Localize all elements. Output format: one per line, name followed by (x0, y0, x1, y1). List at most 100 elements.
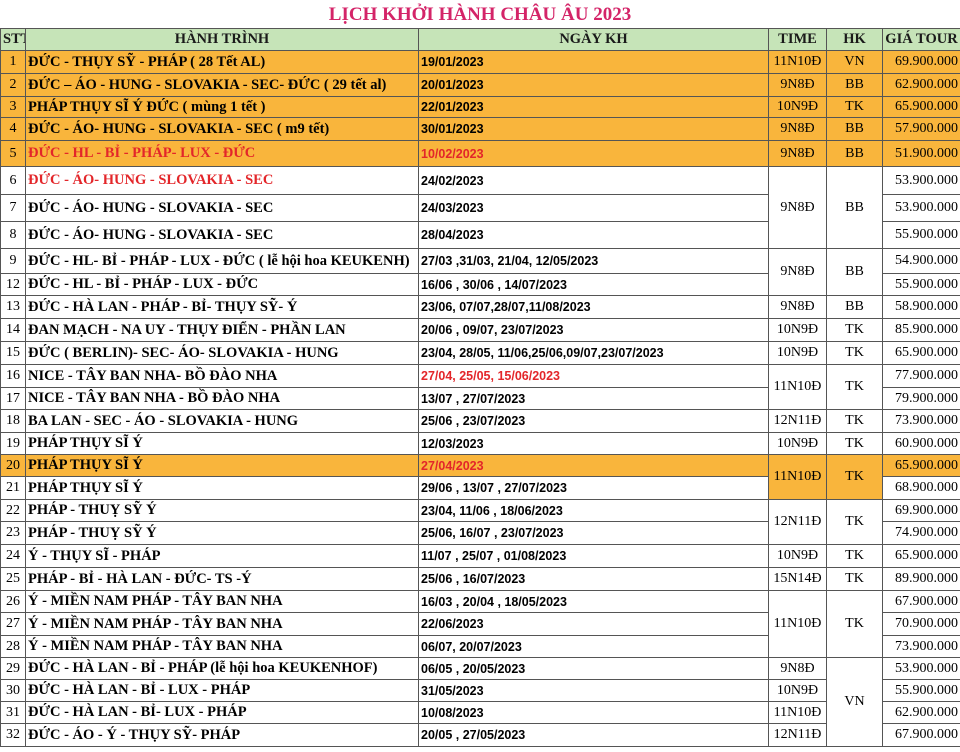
cell-time: 9N8Đ (768, 657, 827, 680)
cell-hk: TK (826, 544, 883, 568)
cell-stt: 25 (0, 567, 26, 591)
cell-date: 31/05/2023 (418, 679, 769, 702)
table-row: 21 PHÁP THỤY SĨ Ý 29/06 , 13/07 , 27/07/20… (0, 476, 960, 500)
cell-date: 13/07 , 27/07/2023 (418, 387, 769, 410)
cell-hk: BB (826, 117, 883, 141)
cell-route: PHÁP - THUỴ SỸ Ý (25, 499, 419, 522)
cell-time: 11N10Đ (768, 50, 827, 74)
cell-stt: 22 (0, 499, 26, 522)
cell-price: 69.900.000 (882, 499, 960, 522)
cell-date: 29/06 , 13/07 , 27/07/2023 (418, 476, 769, 500)
cell-date: 24/03/2023 (418, 194, 769, 222)
table-row: 9 ĐỨC - HL- BỈ - PHÁP - LUX - ĐỨC ( lễ hộ… (0, 248, 960, 296)
cell-date: 27/03 ,31/03, 21/04, 12/05/2023 (418, 248, 769, 274)
cell-stt: 9 (0, 248, 26, 274)
cell-time: 11N10Đ (768, 590, 827, 658)
table-row: 14 ĐAN MẠCH - NA UY - THỤY ĐIỂN - PHẦN LA… (0, 318, 960, 342)
cell-stt: 31 (0, 701, 26, 724)
cell-route: ĐỨC - HL - BỈ - PHÁP- LUX - ĐỨC (25, 140, 419, 167)
cell-price: 65.900.000 (882, 96, 960, 118)
cell-date: 27/04, 25/05, 15/06/2023 (418, 364, 769, 388)
cell-stt: 30 (0, 679, 26, 702)
cell-price: 53.900.000 (882, 194, 960, 222)
column-header: HK (826, 28, 883, 51)
table-row: 29 ĐỨC - HÀ LAN - BỈ - PHÁP (lễ hội hoa K… (0, 657, 960, 747)
table-row: 8 ĐỨC - ÁO- HUNG - SLOVAKIA - SEC 28/04/20… (0, 221, 960, 249)
cell-time: 9N8Đ (768, 166, 827, 249)
cell-stt: 24 (0, 544, 26, 568)
cell-date: 23/06, 07/07,28/07,11/08/2023 (418, 295, 769, 319)
table-row: 22 PHÁP - THUỴ SỸ Ý 23/04, 11/06 , 18/06/2… (0, 499, 960, 545)
cell-date: 20/05 , 27/05/2023 (418, 723, 769, 747)
cell-route: ĐỨC – ÁO - HUNG - SLOVAKIA - SEC- ĐỨC ( … (25, 73, 419, 97)
cell-route: ĐỨC - ÁO- HUNG - SLOVAKIA - SEC (25, 194, 419, 222)
cell-hk: BB (826, 295, 883, 319)
cell-date: 16/06 , 30/06 , 14/07/2023 (418, 273, 769, 296)
table-row: 31 ĐỨC - HÀ LAN - BỈ- LUX - PHÁP 10/08/202… (0, 701, 960, 724)
cell-route: PHÁP THỤY SĨ Ý ĐỨC ( mùng 1 tết ) (25, 96, 419, 118)
table-row: 20 PHÁP THỤY SĨ Ý 27/04/2023 11N10Đ TK 65.900… (0, 454, 960, 500)
cell-time: 12N11Đ (768, 499, 827, 545)
cell-date: 12/03/2023 (418, 432, 769, 455)
cell-price: 65.900.000 (882, 544, 960, 568)
table-row: 1 ĐỨC - THỤY SỸ - PHÁP ( 28 Tết AL) 19/01/… (0, 50, 960, 74)
cell-hk: TK (826, 432, 883, 455)
table-row: 5 ĐỨC - HL - BỈ - PHÁP- LUX - ĐỨC 10/02/20… (0, 140, 960, 167)
cell-stt: 8 (0, 221, 26, 249)
cell-price: 67.900.000 (882, 723, 960, 747)
cell-date: 20/01/2023 (418, 73, 769, 97)
cell-price: 53.900.000 (882, 166, 960, 195)
cell-date: 06/05 , 20/05/2023 (418, 657, 769, 680)
table-row: 24 Ý - THỤY SĨ - PHÁP 11/07 , 25/07 , 01/0… (0, 544, 960, 568)
cell-stt: 14 (0, 318, 26, 342)
table-row: 3 PHÁP THỤY SĨ Ý ĐỨC ( mùng 1 tết ) 22/01/… (0, 96, 960, 118)
table-row: 4 ĐỨC - ÁO- HUNG - SLOVAKIA - SEC ( m9 tế… (0, 117, 960, 141)
cell-date: 25/06 , 16/07/2023 (418, 567, 769, 591)
cell-route: Ý - MIỀN NAM PHÁP - TÂY BAN NHA (25, 635, 419, 658)
cell-stt: 12 (0, 273, 26, 296)
cell-price: 62.900.000 (882, 701, 960, 724)
cell-route: ĐỨC - ÁO- HUNG - SLOVAKIA - SEC (25, 221, 419, 249)
cell-route: ĐỨC - HÀ LAN - BỈ - LUX - PHÁP (25, 679, 419, 702)
column-header: HÀNH TRÌNH (25, 28, 419, 51)
cell-date: 22/06/2023 (418, 612, 769, 636)
cell-price: 65.900.000 (882, 454, 960, 477)
cell-stt: 19 (0, 432, 26, 455)
cell-price: 70.900.000 (882, 612, 960, 636)
cell-time: 11N10Đ (768, 364, 827, 410)
cell-route: PHÁP THỤY SĨ Ý (25, 476, 419, 500)
cell-date: 19/01/2023 (418, 50, 769, 74)
cell-hk: TK (826, 499, 883, 545)
column-header: TIME (768, 28, 827, 51)
table-row: 16 NICE - TÂY BAN NHA- BỒ ĐÀO NHA 27/04, 2… (0, 364, 960, 410)
cell-date: 25/06, 16/07 , 23/07/2023 (418, 521, 769, 545)
cell-time: 9N8Đ (768, 140, 827, 167)
cell-date: 28/04/2023 (418, 221, 769, 249)
cell-hk: BB (826, 73, 883, 97)
cell-stt: 2 (0, 73, 26, 97)
cell-hk: VN (826, 50, 883, 74)
cell-time: 12N11Đ (768, 723, 827, 747)
cell-time: 10N9Đ (768, 318, 827, 342)
cell-price: 53.900.000 (882, 657, 960, 680)
column-header: STT (0, 28, 26, 51)
cell-date: 27/04/2023 (418, 454, 769, 477)
cell-date: 23/04, 11/06 , 18/06/2023 (418, 499, 769, 522)
cell-route: PHÁP THỤY SĨ Ý (25, 432, 419, 455)
table-row: 15 ĐỨC ( BERLIN)- SEC- ÁO- SLOVAKIA - HUN… (0, 341, 960, 365)
cell-hk: TK (826, 567, 883, 591)
cell-date: 30/01/2023 (418, 117, 769, 141)
column-header: GIÁ TOUR (882, 28, 960, 51)
cell-price: 62.900.000 (882, 73, 960, 97)
cell-date: 10/08/2023 (418, 701, 769, 724)
cell-route: PHÁP THỤY SĨ Ý (25, 454, 419, 477)
cell-route: ĐỨC - HÀ LAN - BỈ - PHÁP (lễ hội hoa KEU… (25, 657, 419, 680)
cell-route: ĐAN MẠCH - NA UY - THỤY ĐIỂN - PHẦN LAN (25, 318, 419, 342)
cell-stt: 18 (0, 409, 26, 433)
cell-stt: 16 (0, 364, 26, 388)
cell-hk: TK (826, 341, 883, 365)
cell-hk: TK (826, 409, 883, 433)
